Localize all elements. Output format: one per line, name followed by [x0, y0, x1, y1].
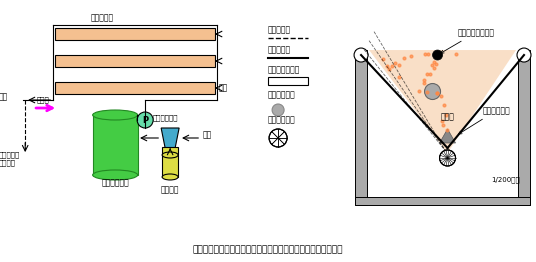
- Text: 循環式: 循環式: [37, 97, 49, 103]
- Text: 1/200勾配: 1/200勾配: [492, 177, 520, 183]
- Circle shape: [272, 104, 284, 116]
- Text: 図１　開発した循環式システムの模式図及び栽培ベッドの構造: 図１ 開発した循環式システムの模式図及び栽培ベッドの構造: [193, 245, 344, 254]
- Bar: [518, 50, 530, 205]
- Bar: [355, 197, 530, 205]
- Ellipse shape: [162, 152, 178, 158]
- Ellipse shape: [93, 110, 138, 120]
- Text: 発泡スチロール: 発泡スチロール: [268, 66, 301, 74]
- Ellipse shape: [162, 174, 178, 180]
- Text: Ｌ字アングル: Ｌ字アングル: [459, 106, 510, 134]
- Text: 希釈液の調製: 希釈液の調製: [152, 115, 178, 121]
- Text: 原水: 原水: [203, 130, 212, 139]
- Circle shape: [517, 48, 531, 62]
- Text: 培　地: 培 地: [441, 112, 455, 121]
- Text: ドリップチューブ: ドリップチューブ: [441, 28, 495, 53]
- Polygon shape: [440, 129, 456, 143]
- Text: 栽培ベッド: 栽培ベッド: [90, 14, 113, 23]
- Bar: [55, 55, 215, 67]
- Circle shape: [269, 129, 287, 147]
- Text: システム: システム: [0, 160, 15, 166]
- Bar: [355, 50, 367, 205]
- Polygon shape: [369, 50, 516, 153]
- Bar: [55, 82, 215, 94]
- Bar: [55, 28, 215, 40]
- Circle shape: [354, 48, 368, 62]
- Text: コルゲート管: コルゲート管: [268, 116, 296, 124]
- Circle shape: [137, 112, 153, 128]
- Text: 濃厚原液: 濃厚原液: [161, 185, 180, 194]
- Text: 培養液タンク: 培養液タンク: [101, 178, 129, 188]
- Bar: [268, 77, 308, 85]
- Text: 温湯チューブ: 温湯チューブ: [268, 90, 296, 100]
- Text: 掛け流しの: 掛け流しの: [0, 152, 19, 158]
- Bar: [93, 115, 138, 175]
- Bar: [162, 147, 178, 177]
- Text: ラブシート: ラブシート: [268, 25, 291, 35]
- Circle shape: [425, 84, 441, 100]
- Circle shape: [433, 50, 443, 60]
- Circle shape: [440, 150, 456, 166]
- Text: 白黒マルチ: 白黒マルチ: [268, 46, 291, 54]
- Text: 排液: 排液: [0, 92, 8, 101]
- Polygon shape: [161, 128, 179, 148]
- Ellipse shape: [93, 170, 138, 180]
- Text: P: P: [142, 116, 148, 124]
- Text: 給液: 給液: [219, 84, 228, 92]
